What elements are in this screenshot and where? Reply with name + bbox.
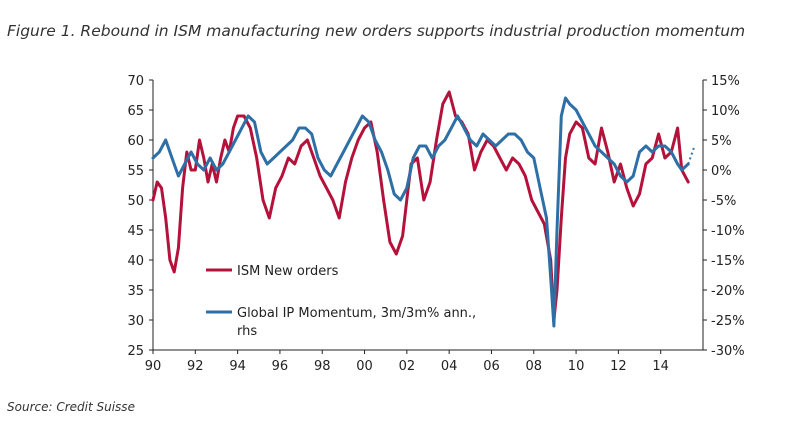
left-tick-label: 55 <box>127 164 144 179</box>
x-tick-label: 04 <box>441 359 458 374</box>
right-tick-label: -30% <box>711 344 745 359</box>
series-line-ip-projection <box>687 145 696 165</box>
x-tick-label: 98 <box>314 359 331 374</box>
series-line-global-ip-momentum <box>151 96 690 328</box>
plot-area <box>151 90 696 328</box>
x-tick-label: 90 <box>145 359 162 374</box>
left-tick-label: 40 <box>127 254 144 269</box>
left-tick-label: 30 <box>127 314 144 329</box>
series-line-ism-new-orders <box>151 90 690 322</box>
right-tick-label: -15% <box>711 254 745 269</box>
left-axis-ticks: 25 30 35 40 45 50 55 60 65 70 <box>127 74 153 359</box>
axes <box>152 80 704 351</box>
x-tick-label: 10 <box>568 359 585 374</box>
legend-label-ip: Global IP Momentum, 3m/3m% ann., <box>237 306 476 321</box>
x-tick-label: 92 <box>187 359 204 374</box>
left-tick-label: 65 <box>127 104 144 119</box>
right-axis-ticks: -30% -25% -20% -15% -10% -5% 0% 5% 10% 15% <box>703 74 745 359</box>
left-tick-label: 35 <box>127 284 144 299</box>
right-tick-label: -20% <box>711 284 745 299</box>
legend-label-ip-rhs: rhs <box>237 324 257 339</box>
x-tick-label: 12 <box>610 359 627 374</box>
x-tick-label: 08 <box>525 359 542 374</box>
left-tick-label: 70 <box>127 74 144 89</box>
source-note: Source: Credit Suisse <box>7 400 135 414</box>
right-tick-label: 10% <box>711 104 740 119</box>
legend: ISM New orders Global IP Momentum, 3m/3m… <box>206 264 476 339</box>
right-tick-label: 5% <box>711 134 732 149</box>
right-tick-label: -10% <box>711 224 745 239</box>
figure-title: Figure 1. Rebound in ISM manufacturing n… <box>7 22 746 40</box>
x-tick-label: 96 <box>272 359 289 374</box>
right-tick-label: 15% <box>711 74 740 89</box>
x-tick-label: 00 <box>356 359 373 374</box>
right-tick-label: -25% <box>711 314 745 329</box>
x-tick-label: 06 <box>483 359 500 374</box>
x-tick-label: 14 <box>652 359 669 374</box>
x-axis-ticks: 90 92 94 96 98 00 02 04 06 08 10 12 14 <box>145 350 669 374</box>
left-tick-label: 25 <box>127 344 144 359</box>
right-tick-label: -5% <box>711 194 736 209</box>
left-tick-label: 60 <box>127 134 144 149</box>
left-tick-label: 50 <box>127 194 144 209</box>
legend-label-ism: ISM New orders <box>237 264 339 279</box>
right-tick-label: 0% <box>711 164 732 179</box>
x-tick-label: 94 <box>229 359 246 374</box>
left-tick-label: 45 <box>127 224 144 239</box>
x-tick-label: 02 <box>399 359 416 374</box>
